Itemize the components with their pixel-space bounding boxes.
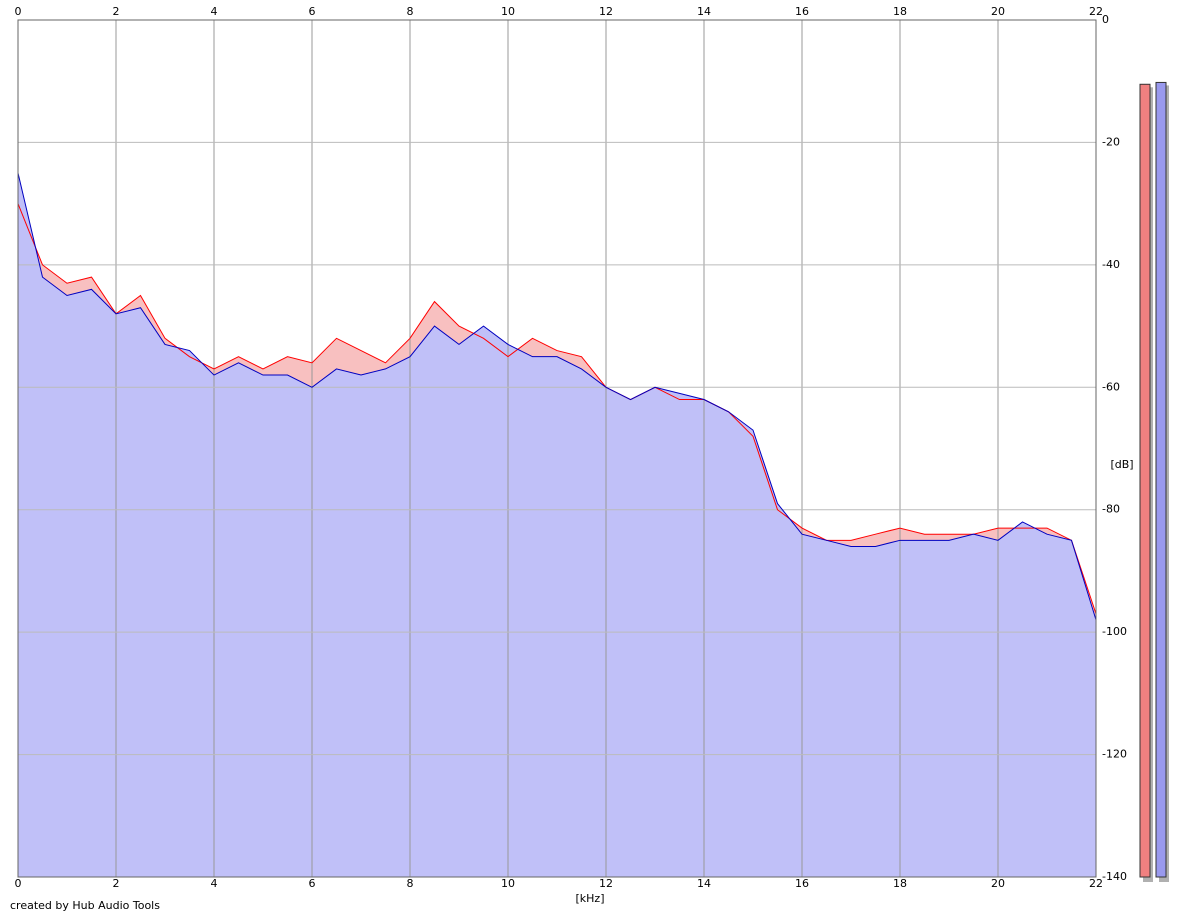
x-tick-label-top: 10 [501,5,515,18]
credit: created by Hub Audio Tools [10,899,160,912]
x-tick-label: 22 [1089,877,1103,890]
x-tick-label: 4 [211,877,218,890]
y-tick-label: 0 [1102,13,1109,26]
plot-frame [17,19,1097,878]
x-tick-label: 14 [697,877,711,890]
y-tick-label: -40 [1102,258,1120,271]
y-tick-label: -60 [1102,380,1120,393]
x-tick-label: 18 [893,877,907,890]
x-tick-label: 2 [113,877,120,890]
y-tick-label: -80 [1102,503,1120,516]
level-meter [1155,81,1167,878]
x-tick-label-top: 4 [211,5,218,18]
x-tick-label-top: 12 [599,5,613,18]
x-tick-label-top: 16 [795,5,809,18]
spectrum-line [17,172,1097,621]
y-tick-label: -140 [1102,870,1127,883]
y-tick-label: -120 [1102,748,1127,761]
x-tick-label: 6 [309,877,316,890]
x-tick-label-top: 20 [991,5,1005,18]
x-tick-label: 20 [991,877,1005,890]
y-axis-label: [dB] [1110,458,1133,471]
x-tick-label-top: 22 [1089,5,1103,18]
x-tick-label: 10 [501,877,515,890]
area [18,173,1096,878]
x-tick-label: 16 [795,877,809,890]
x-axis-label: [kHz] [576,892,605,905]
x-tick-label: 0 [15,877,22,890]
level-meter [1139,83,1151,878]
x-tick-label-top: 0 [15,5,22,18]
x-tick-label-top: 6 [309,5,316,18]
x-tick-label-top: 18 [893,5,907,18]
x-tick-label-top: 14 [697,5,711,18]
spectrum-line [17,203,1097,614]
y-tick-label: -100 [1102,625,1127,638]
x-tick-label: 8 [407,877,414,890]
y-tick-label: -20 [1102,135,1120,148]
x-tick-label: 12 [599,877,613,890]
x-tick-label-top: 8 [407,5,414,18]
x-tick-label-top: 2 [113,5,120,18]
